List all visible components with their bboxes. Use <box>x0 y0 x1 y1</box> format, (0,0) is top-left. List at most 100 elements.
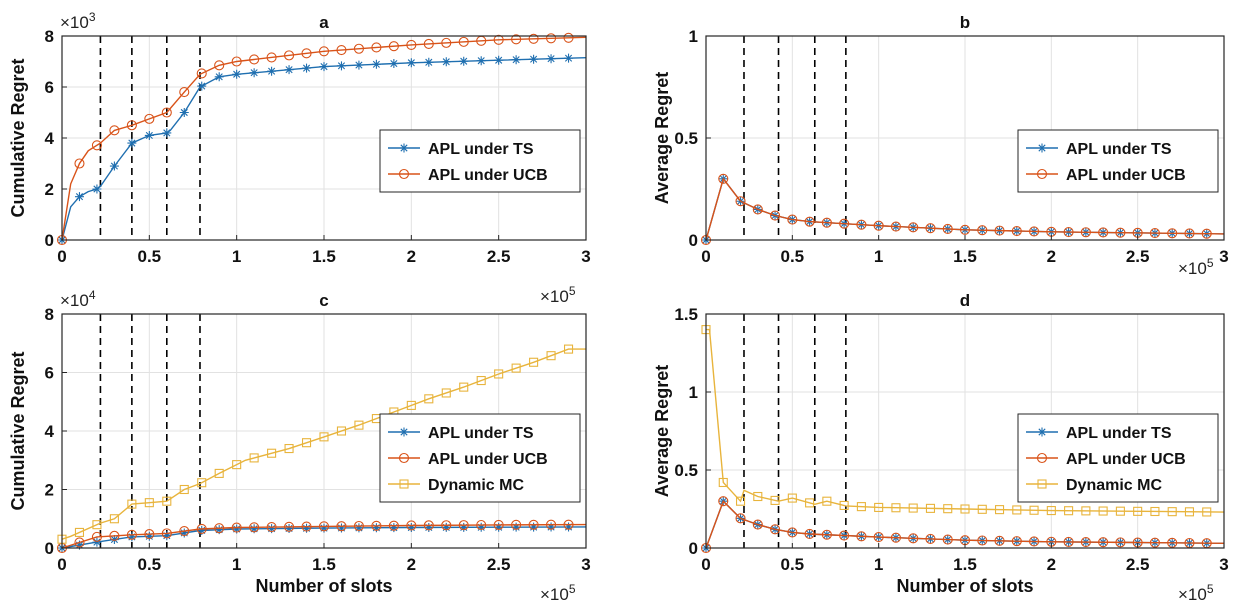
data-point <box>284 443 294 454</box>
data-point <box>74 540 84 550</box>
data-point <box>1133 506 1143 516</box>
data-point <box>943 504 953 514</box>
data-point <box>1098 537 1109 548</box>
data-point <box>977 535 988 546</box>
data-point <box>890 221 901 232</box>
data-point <box>839 218 850 229</box>
data-point <box>1098 506 1108 516</box>
data-point <box>529 357 539 367</box>
data-point <box>162 128 172 138</box>
subplot-title: c <box>319 291 328 310</box>
data-point <box>528 33 539 44</box>
legend-marker <box>399 479 409 489</box>
data-point <box>284 50 295 61</box>
y-tick-label: 2 <box>45 180 54 199</box>
data-point <box>126 529 137 540</box>
data-point <box>406 523 416 533</box>
data-point <box>511 363 521 373</box>
y-tick-label: 0.5 <box>674 129 698 148</box>
data-point <box>770 524 781 535</box>
subplot-title: a <box>319 13 329 32</box>
subplot-a: 0 0.5 1 1.5 2 2.5 3 0 2 4 6 8 a Cumulative Regret ×103… <box>8 10 591 266</box>
legend-marker <box>398 168 410 180</box>
data-point <box>389 59 399 69</box>
x-tick-label: 2.5 <box>1126 247 1150 266</box>
data-point <box>196 523 207 534</box>
data-point <box>214 468 224 478</box>
data-point <box>406 520 417 531</box>
data-point <box>476 522 486 532</box>
data-point <box>424 57 434 67</box>
x-tick-label: 2.5 <box>487 555 511 574</box>
legend-label: APL under UCB <box>1066 451 1186 468</box>
data-point <box>109 530 120 541</box>
data-point <box>564 53 574 63</box>
subplot-title: b <box>960 13 970 32</box>
data-point <box>1167 228 1178 239</box>
series-line <box>61 36 587 241</box>
data-point <box>319 523 329 533</box>
data-point <box>144 498 154 508</box>
data-point <box>546 54 556 64</box>
data-point <box>267 524 277 534</box>
data-point <box>127 138 137 148</box>
data-point <box>925 503 936 513</box>
y-tick-label: 1.5 <box>674 305 698 324</box>
data-point <box>494 369 504 379</box>
data-point <box>994 505 1005 515</box>
data-point <box>353 43 364 54</box>
data-point <box>1011 536 1022 547</box>
data-point <box>563 519 574 530</box>
x-tick-label: 1.5 <box>312 247 336 266</box>
data-point <box>718 173 729 184</box>
data-point <box>319 62 329 72</box>
data-point <box>441 522 451 532</box>
data-point <box>718 496 729 507</box>
series-apl-under-ucb <box>56 519 587 554</box>
data-point <box>336 426 347 436</box>
data-point <box>197 525 207 535</box>
y-axis-multiplier: ×104 <box>60 288 96 310</box>
data-point <box>144 531 154 541</box>
data-point <box>127 499 137 509</box>
series-line <box>61 348 586 540</box>
data-point <box>162 496 172 506</box>
data-point <box>977 225 988 236</box>
data-point <box>735 196 746 207</box>
legend-marker <box>1036 452 1048 464</box>
data-point <box>839 530 850 541</box>
data-point <box>424 394 434 404</box>
data-point <box>821 217 832 228</box>
x-tick-label: 2 <box>1047 247 1056 266</box>
legend-label: APL under UCB <box>1066 167 1186 184</box>
data-point <box>546 33 557 44</box>
data-point <box>92 520 102 530</box>
series-apl-under-ucb <box>700 173 1225 246</box>
data-point <box>371 520 382 531</box>
data-point <box>231 522 242 533</box>
legend: APL under TS APL under UCB <box>379 129 581 193</box>
segment-markers <box>743 36 847 240</box>
data-point <box>161 528 172 539</box>
data-point <box>529 54 539 64</box>
x-tick-label: 3 <box>1219 555 1228 574</box>
data-point <box>1064 506 1074 516</box>
data-point <box>284 521 295 532</box>
data-point <box>1029 505 1039 515</box>
data-point <box>908 222 919 233</box>
data-point <box>511 55 521 65</box>
data-point <box>528 519 539 530</box>
data-point <box>249 68 259 78</box>
legend: APL under TS APL under UCB Dynamic MC <box>1017 413 1219 503</box>
data-point <box>735 513 746 524</box>
subplot-b: 0 0.5 1 1.5 2 2.5 3 0 0.5 1 b Average Regret ×105 APL… <box>652 13 1229 278</box>
data-point <box>197 478 207 488</box>
data-point <box>925 223 936 234</box>
data-point <box>214 523 225 534</box>
data-point <box>804 216 815 227</box>
y-tick-label: 6 <box>45 364 54 383</box>
y-tick-label: 0 <box>689 231 698 250</box>
x-tick-label: 0.5 <box>138 555 162 574</box>
data-point <box>960 504 970 514</box>
